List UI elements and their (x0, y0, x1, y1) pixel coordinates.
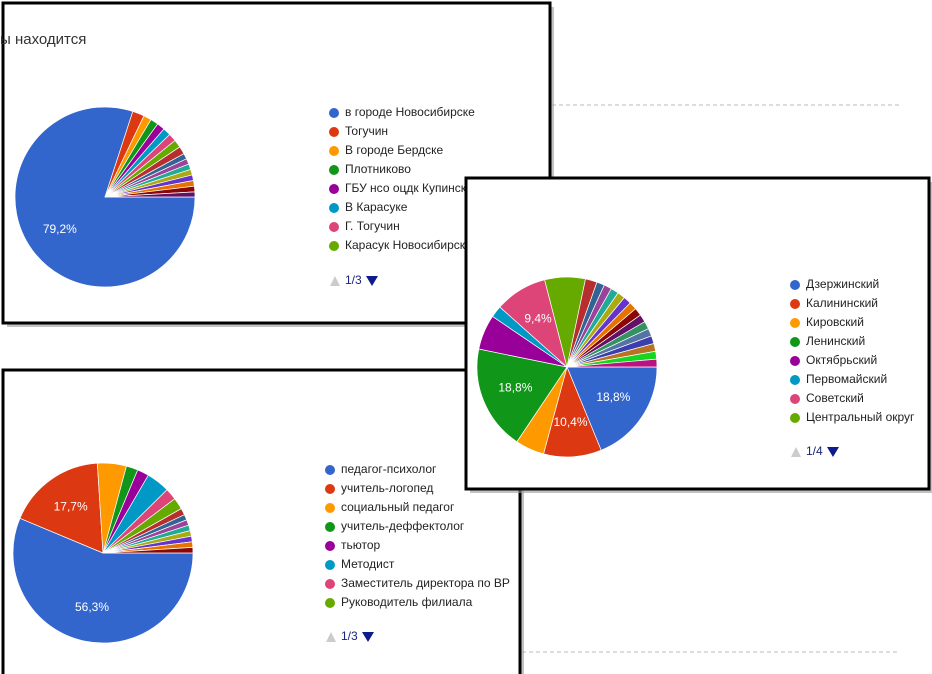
pie-slice (102, 546, 194, 554)
legend-swatch (325, 579, 335, 589)
legend-label: Кировский (806, 315, 864, 329)
pie-slice (566, 366, 658, 451)
legend-swatch (325, 541, 335, 551)
legend-label: Заместитель директора по ВР (341, 576, 510, 590)
legend-label: Методист (341, 557, 395, 571)
slice-label: 56,3% (75, 600, 109, 614)
legend-label: социальный педагог (341, 500, 455, 514)
legend-label: Советский (806, 391, 864, 405)
legend-label: Руководитель филиала (341, 595, 473, 609)
pager-up (330, 276, 340, 286)
slice-label: 10,4% (553, 415, 587, 429)
legend-label: в городе Новосибирске (345, 105, 475, 119)
chart-panel: 18,8% 10,4% 18,8% 9,4% Дзержинский Калинински… (464, 176, 932, 493)
slice-label: 17,7% (54, 500, 88, 514)
chart-title: ы находится (0, 31, 86, 48)
legend-swatch (325, 598, 335, 608)
pager-down[interactable] (366, 276, 378, 286)
legend-swatch (790, 356, 800, 366)
pie-slice (476, 348, 568, 443)
legend-swatch (325, 484, 335, 494)
legend-label: педагог-психолог (341, 462, 437, 476)
legend-swatch (325, 503, 335, 513)
legend-label: Г. Тогучин (345, 219, 400, 233)
legend-page: 1/4 (806, 444, 823, 458)
pie-slice (19, 462, 104, 554)
legend-label: Карасук Новосибирск (345, 238, 466, 252)
pie-slice (104, 191, 196, 198)
pager-down[interactable] (827, 447, 839, 457)
legend-swatch (329, 108, 339, 118)
legend-label: тьютор (341, 538, 381, 552)
legend-label: Плотниково (345, 162, 411, 176)
legend-swatch (329, 222, 339, 232)
legend-label: учитель-деффектолог (341, 519, 465, 533)
legend-label: Калининский (806, 296, 878, 310)
legend-swatch (325, 522, 335, 532)
legend-swatch (329, 241, 339, 251)
slice-label: 79,2% (43, 222, 77, 236)
legend-swatch (790, 299, 800, 309)
legend-swatch (325, 465, 335, 475)
slice-label: 18,8% (498, 380, 532, 394)
pie-slice (566, 358, 658, 368)
legend-label: учитель-логопед (341, 481, 433, 495)
legend-label: Дзержинский (806, 277, 879, 291)
pager-up (791, 447, 801, 457)
legend-swatch (790, 375, 800, 385)
legend-page: 1/3 (341, 629, 358, 643)
legend-swatch (329, 165, 339, 175)
legend-swatch (790, 318, 800, 328)
legend-swatch (329, 184, 339, 194)
legend-swatch (790, 394, 800, 404)
legend-label: Тогучин (345, 124, 388, 138)
legend-swatch (329, 203, 339, 213)
pie-slice (12, 517, 194, 644)
legend-swatch (329, 146, 339, 156)
pager-up (326, 632, 336, 642)
legend-swatch (790, 337, 800, 347)
legend-swatch (325, 560, 335, 570)
legend-label: В городе Бердске (345, 143, 444, 157)
slice-label: 18,8% (596, 390, 630, 404)
pager-down[interactable] (362, 632, 374, 642)
slice-label: 9,4% (524, 312, 552, 326)
legend-swatch (790, 280, 800, 290)
chart-panel: ы находится 79,2% в городе Новосибирске Тог… (0, 1, 554, 327)
chart-panel: 56,3% 17,7% педагог-психолог учитель-логопе… (1, 368, 524, 674)
legend-label: Первомайский (806, 372, 887, 386)
legend-page: 1/3 (345, 273, 362, 287)
legend-label: В Карасуке (345, 200, 408, 214)
legend-swatch (790, 413, 800, 423)
legend-label: Центральный округ (806, 410, 915, 424)
legend-label: ГБУ нсо оцдк Купинск (345, 181, 467, 195)
legend-swatch (329, 127, 339, 137)
legend-label: Октябрьский (806, 353, 877, 367)
legend-label: Ленинский (806, 334, 865, 348)
